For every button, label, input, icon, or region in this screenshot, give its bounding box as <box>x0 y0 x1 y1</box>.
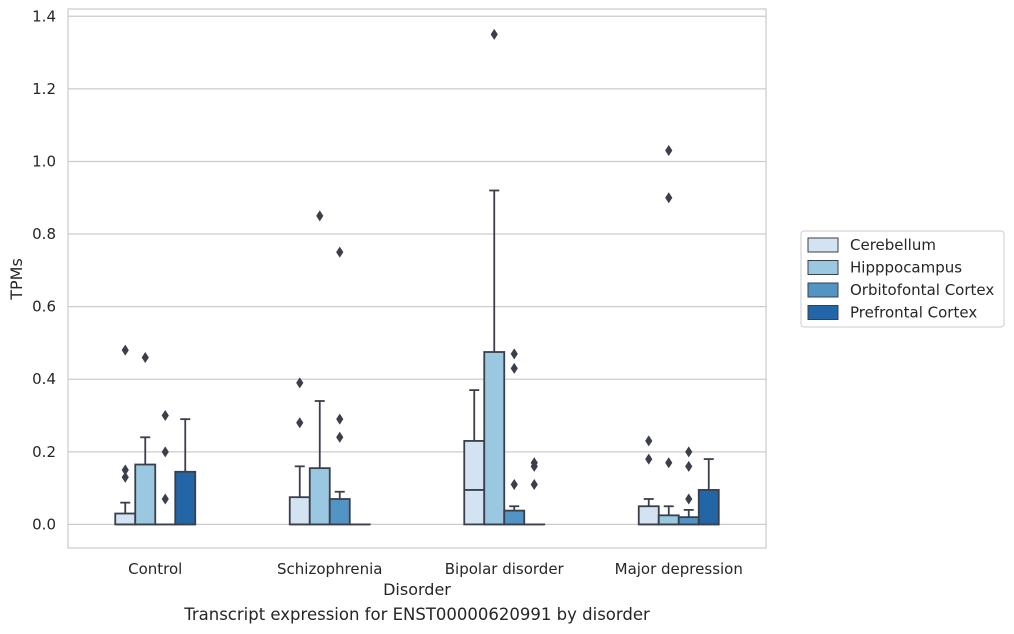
outlier-point <box>296 417 304 429</box>
y-tick-label: 0.4 <box>32 370 56 388</box>
box-hipppocampus <box>657 145 680 526</box>
y-tick-label: 0.2 <box>32 443 56 461</box>
boxes <box>114 28 720 526</box>
y-tick-label: 0.6 <box>32 298 56 316</box>
box-iqr <box>328 498 351 526</box>
outlier-point <box>530 457 538 469</box>
x-tick-label: Bipolar disorder <box>445 560 565 578</box>
x-tick-label: Schizophrenia <box>277 560 382 578</box>
box-iqr <box>657 514 680 526</box>
box-prefrontal-cortex <box>523 457 546 526</box>
y-tick-label: 0.8 <box>32 225 56 243</box>
box-iqr <box>463 440 486 526</box>
y-axis-label: TPMs <box>7 258 26 301</box>
figure-caption: Transcript expression for ENST0000062099… <box>184 605 650 624</box>
box-cerebellum <box>463 389 486 526</box>
box-hipppocampus <box>308 210 331 526</box>
outlier-point <box>665 145 673 157</box>
box-hipppocampus <box>134 351 157 526</box>
outlier-point <box>685 446 693 458</box>
legend-label: Hipppocampus <box>850 259 962 277</box>
legend-label: Cerebellum <box>850 236 936 254</box>
outlier-point <box>510 362 518 374</box>
y-tick-label: 0.0 <box>32 515 56 533</box>
y-tick-label: 1.2 <box>32 80 56 98</box>
box-prefrontal-cortex <box>174 418 197 526</box>
box-iqr <box>697 489 720 526</box>
outlier-point <box>685 460 693 472</box>
box-iqr <box>174 470 197 526</box>
outlier-point <box>316 210 324 222</box>
box-orbitofontal-cortex <box>154 410 177 526</box>
legend-label: Orbitofontal Cortex <box>850 281 994 299</box>
outlier-point <box>510 478 518 490</box>
plot-frame <box>67 8 767 549</box>
outlier-point <box>121 464 129 476</box>
outlier-point <box>161 410 169 422</box>
box-iqr <box>483 351 506 526</box>
legend-label: Prefrontal Cortex <box>850 304 977 322</box>
legend-frame <box>800 230 1005 328</box>
x-tick-label: Control <box>128 560 182 578</box>
outlier-point <box>490 28 498 40</box>
box-orbitofontal-cortex <box>503 348 526 526</box>
outlier-point <box>665 192 673 204</box>
box-orbitofontal-cortex <box>328 246 351 526</box>
box-iqr <box>677 516 700 526</box>
box-iqr <box>637 505 660 526</box>
legend-swatch <box>807 237 839 253</box>
outlier-point <box>645 435 653 447</box>
outlier-point <box>141 351 149 363</box>
y-tick-label: 1.0 <box>32 152 56 170</box>
outlier-point <box>530 478 538 490</box>
box-iqr <box>503 509 526 526</box>
outlier-point <box>645 453 653 465</box>
outlier-point <box>336 246 344 258</box>
outlier-point <box>296 377 304 389</box>
gridlines <box>68 15 766 526</box>
outlier-point <box>510 348 518 360</box>
box-prefrontal-cortex <box>697 458 720 526</box>
box-iqr <box>308 467 331 526</box>
box-iqr <box>114 512 137 526</box>
outlier-point <box>336 431 344 443</box>
legend: Cerebellum Hipppocampus Orbitofontal Corte… <box>800 230 1005 328</box>
outlier-point <box>161 446 169 458</box>
outlier-point <box>161 493 169 505</box>
y-axis-ticks: 0.0 0.2 0.4 0.6 0.8 1.0 1.2 1.4 <box>32 7 56 533</box>
legend-swatch <box>807 260 839 275</box>
outlier-point <box>121 471 129 483</box>
box-cerebellum <box>637 435 660 526</box>
x-tick-label: Major depression <box>615 560 743 578</box>
legend-swatch <box>807 305 839 320</box>
box-iqr <box>134 463 157 526</box>
box-cerebellum <box>288 377 311 526</box>
box-orbitofontal-cortex <box>677 446 700 526</box>
box-cerebellum <box>114 344 137 526</box>
box-hipppocampus <box>483 28 506 526</box>
outlier-point <box>685 493 693 505</box>
legend-swatch <box>807 282 839 298</box>
x-axis-label: Disorder <box>383 580 451 599</box>
outlier-point <box>121 344 129 356</box>
box-iqr <box>288 496 311 526</box>
outlier-point <box>665 457 673 469</box>
outlier-point <box>336 413 344 425</box>
y-tick-label: 1.4 <box>32 7 56 25</box>
x-axis-ticks: Control Schizophrenia Bipolar disorder Majo… <box>128 560 743 578</box>
